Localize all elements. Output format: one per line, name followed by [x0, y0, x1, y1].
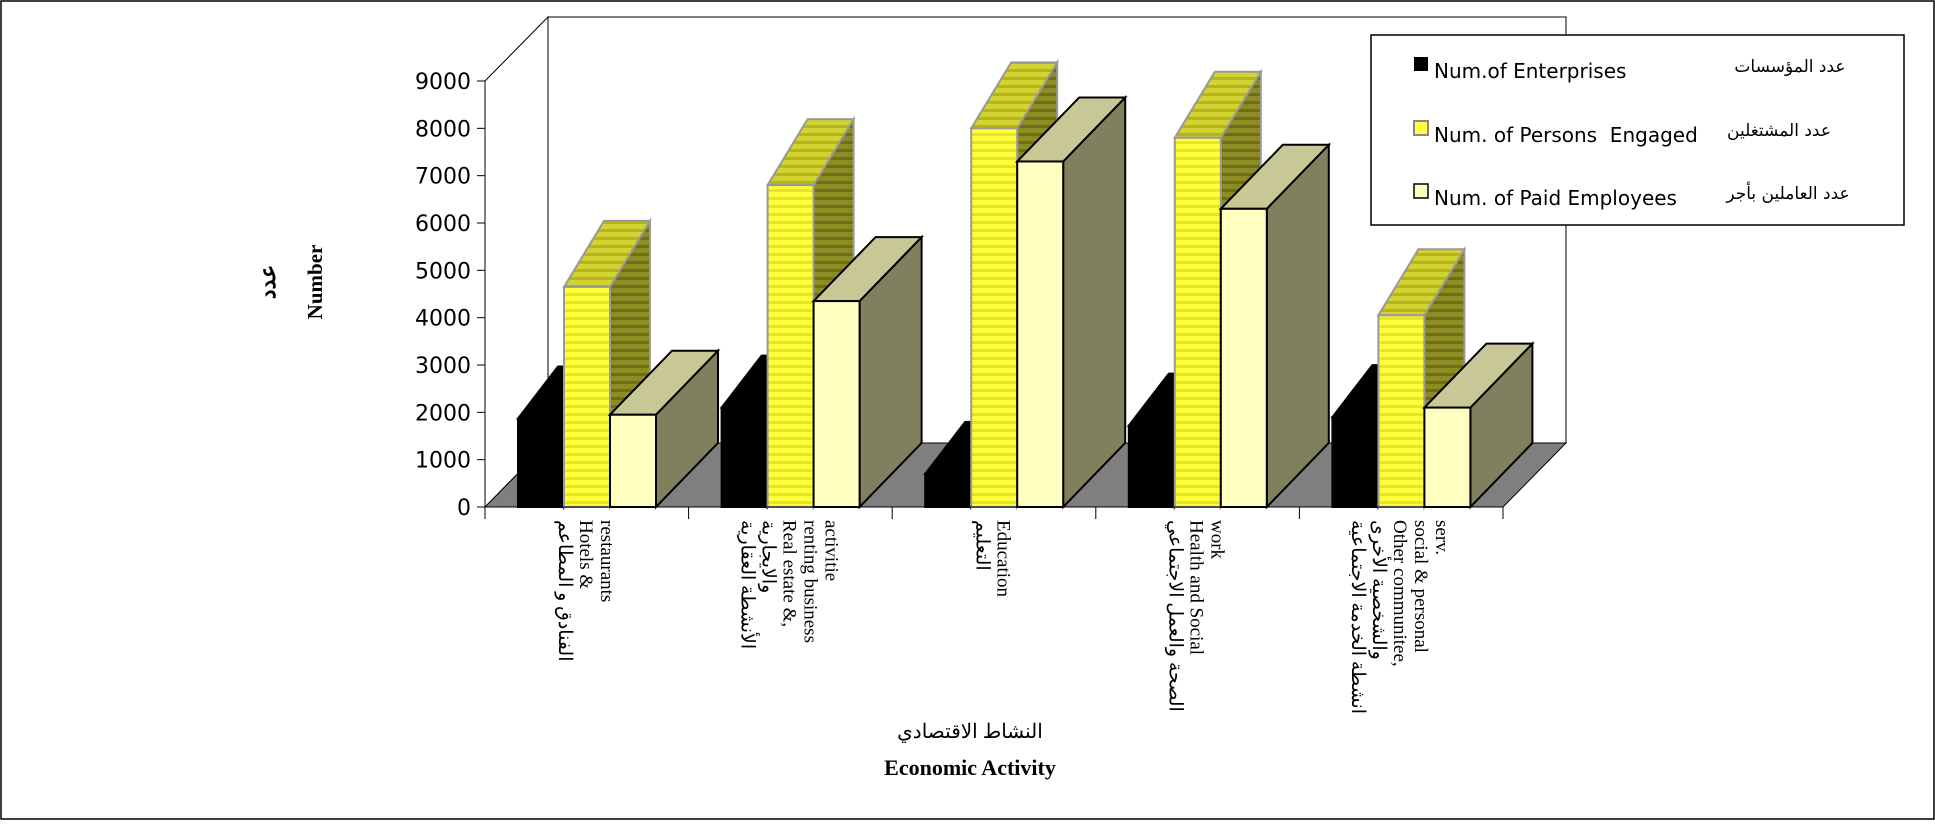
bar-persons-engaged-2-front	[766, 184, 815, 508]
legend-item-paid-employees: Num. of Paid Employees عدد العاملين بأجر	[1413, 181, 1850, 210]
bar-paid-employees-4	[1218, 142, 1332, 510]
y-tick-label-2: 2000	[415, 401, 471, 426]
y-tick-label-1: 1000	[415, 449, 471, 474]
legend-swatch-paid-employees	[1413, 183, 1429, 199]
y-tick-label-0: 0	[457, 496, 471, 521]
category-label-3-line-2: Education	[993, 520, 1014, 598]
category-label-2-line-5: activitie	[820, 520, 841, 581]
bar-persons-engaged-4-front	[1173, 136, 1222, 509]
category-label-1-line-1: الفنادق و المطاعم	[554, 520, 575, 662]
bar-paid-employees-2-front	[812, 300, 861, 508]
bar-persons-engaged-3-front	[970, 127, 1019, 508]
legend-item-enterprises: Num.of Enterprises عدد المؤسسات	[1414, 57, 1846, 83]
category-label-2-line-4: renting business	[799, 520, 820, 643]
category-label-3: التعليم Education	[972, 520, 1014, 598]
y-tick-label-7: 7000	[415, 165, 471, 190]
category-label-4: الصحة والعمل الاجتماعي Health and Social w…	[1165, 520, 1228, 712]
y-tick-label-3: 3000	[415, 354, 471, 379]
bar-paid-employees-2	[811, 234, 924, 510]
legend-label-persons-engaged-en: Num. of Persons Engaged	[1434, 123, 1698, 147]
legend-box	[1370, 34, 1905, 226]
legend-label-paid-employees-en: Num. of Paid Employees	[1434, 186, 1677, 210]
category-label-4-line-1: الصحة والعمل الاجتماعي	[1165, 520, 1186, 712]
category-label-5-line-1: انشطة الخدمة الاجتماعية	[1347, 520, 1368, 714]
category-label-2-line-1: الأنشطة العقارية	[736, 520, 760, 649]
bar-persons-engaged-1-front	[563, 285, 611, 508]
y-tick-label-8: 8000	[415, 117, 471, 142]
x-axis-label-english: Economic Activity	[884, 755, 1056, 780]
bar-paid-employees-5-front	[1423, 406, 1472, 509]
category-label-1: الفنادق و المطاعم Hotels & restaurants	[554, 520, 617, 662]
legend-swatch-persons-engaged	[1413, 120, 1429, 136]
legend-label-paid-employees-ar: عدد العاملين بأجر	[1725, 181, 1849, 204]
bar-paid-employees-1-front	[609, 413, 657, 509]
y-axis-label-english: Number	[303, 245, 327, 320]
category-label-5-line-5: serv.	[1431, 520, 1452, 555]
category-label-5-line-2: والشخصية الأخرى	[1368, 520, 1392, 660]
category-label-4-line-2: Health and Social	[1186, 520, 1207, 655]
bar-paid-employees-3-front	[1016, 160, 1065, 508]
y-axis-label-arabic: عدد	[255, 265, 280, 299]
category-label-2-line-3: Real estate &,	[778, 520, 799, 627]
bar-enterprises-3-front	[924, 472, 973, 509]
bar-enterprises-4-front	[1127, 424, 1176, 508]
legend-swatch-enterprises	[1414, 57, 1428, 71]
x-axis-label-arabic: النشاط الاقتصادي	[897, 721, 1043, 743]
legend-label-enterprises-en: Num.of Enterprises	[1434, 59, 1626, 83]
bar-persons-engaged-5-front	[1377, 314, 1426, 508]
legend-item-persons-engaged: Num. of Persons Engaged عدد المشتغلين	[1413, 120, 1831, 147]
bar-paid-employees-5	[1422, 341, 1535, 510]
bar-enterprises-1-front	[517, 417, 565, 508]
y-tick-label-4: 4000	[415, 307, 471, 332]
category-label-1-line-3: restaurants	[596, 520, 617, 602]
category-label-5-line-3: Other communitee,	[1389, 520, 1410, 667]
bar-paid-employees-1	[607, 348, 721, 510]
category-label-1-line-2: Hotels &	[575, 520, 596, 589]
y-tick-label-5: 5000	[415, 259, 471, 284]
y-tick-label-9: 9000	[415, 70, 471, 95]
category-label-4-line-3: work	[1207, 520, 1228, 560]
category-label-5-line-4: social & personal	[1410, 520, 1431, 653]
bar-paid-employees-3-side	[1062, 94, 1127, 510]
plot-axes: 0 1000 2000 3000 4000 5000 6000 7000 8000 9000 الف…	[415, 70, 1504, 714]
bar-enterprises-5-front	[1331, 416, 1380, 509]
plot-bars	[515, 58, 1535, 511]
bar-paid-employees-3	[1014, 94, 1128, 510]
legend-label-persons-engaged-ar: عدد المشتغلين	[1727, 121, 1831, 141]
legend: Num.of Enterprises عدد المؤسسات Num. of …	[1370, 34, 1905, 226]
category-label-3-line-1: التعليم	[972, 520, 993, 571]
category-label-2-line-2: والايجارية	[757, 520, 778, 593]
y-tick-label-6: 6000	[415, 212, 471, 237]
bar-enterprises-2-front	[720, 406, 769, 509]
legend-label-enterprises-ar: عدد المؤسسات	[1734, 57, 1845, 77]
category-label-2: الأنشطة العقارية والايجارية Real estate &,…	[736, 520, 841, 649]
bar-paid-employees-4-front	[1219, 207, 1268, 509]
category-label-5: انشطة الخدمة الاجتماعية والشخصية الأخرى Ot…	[1347, 520, 1452, 714]
